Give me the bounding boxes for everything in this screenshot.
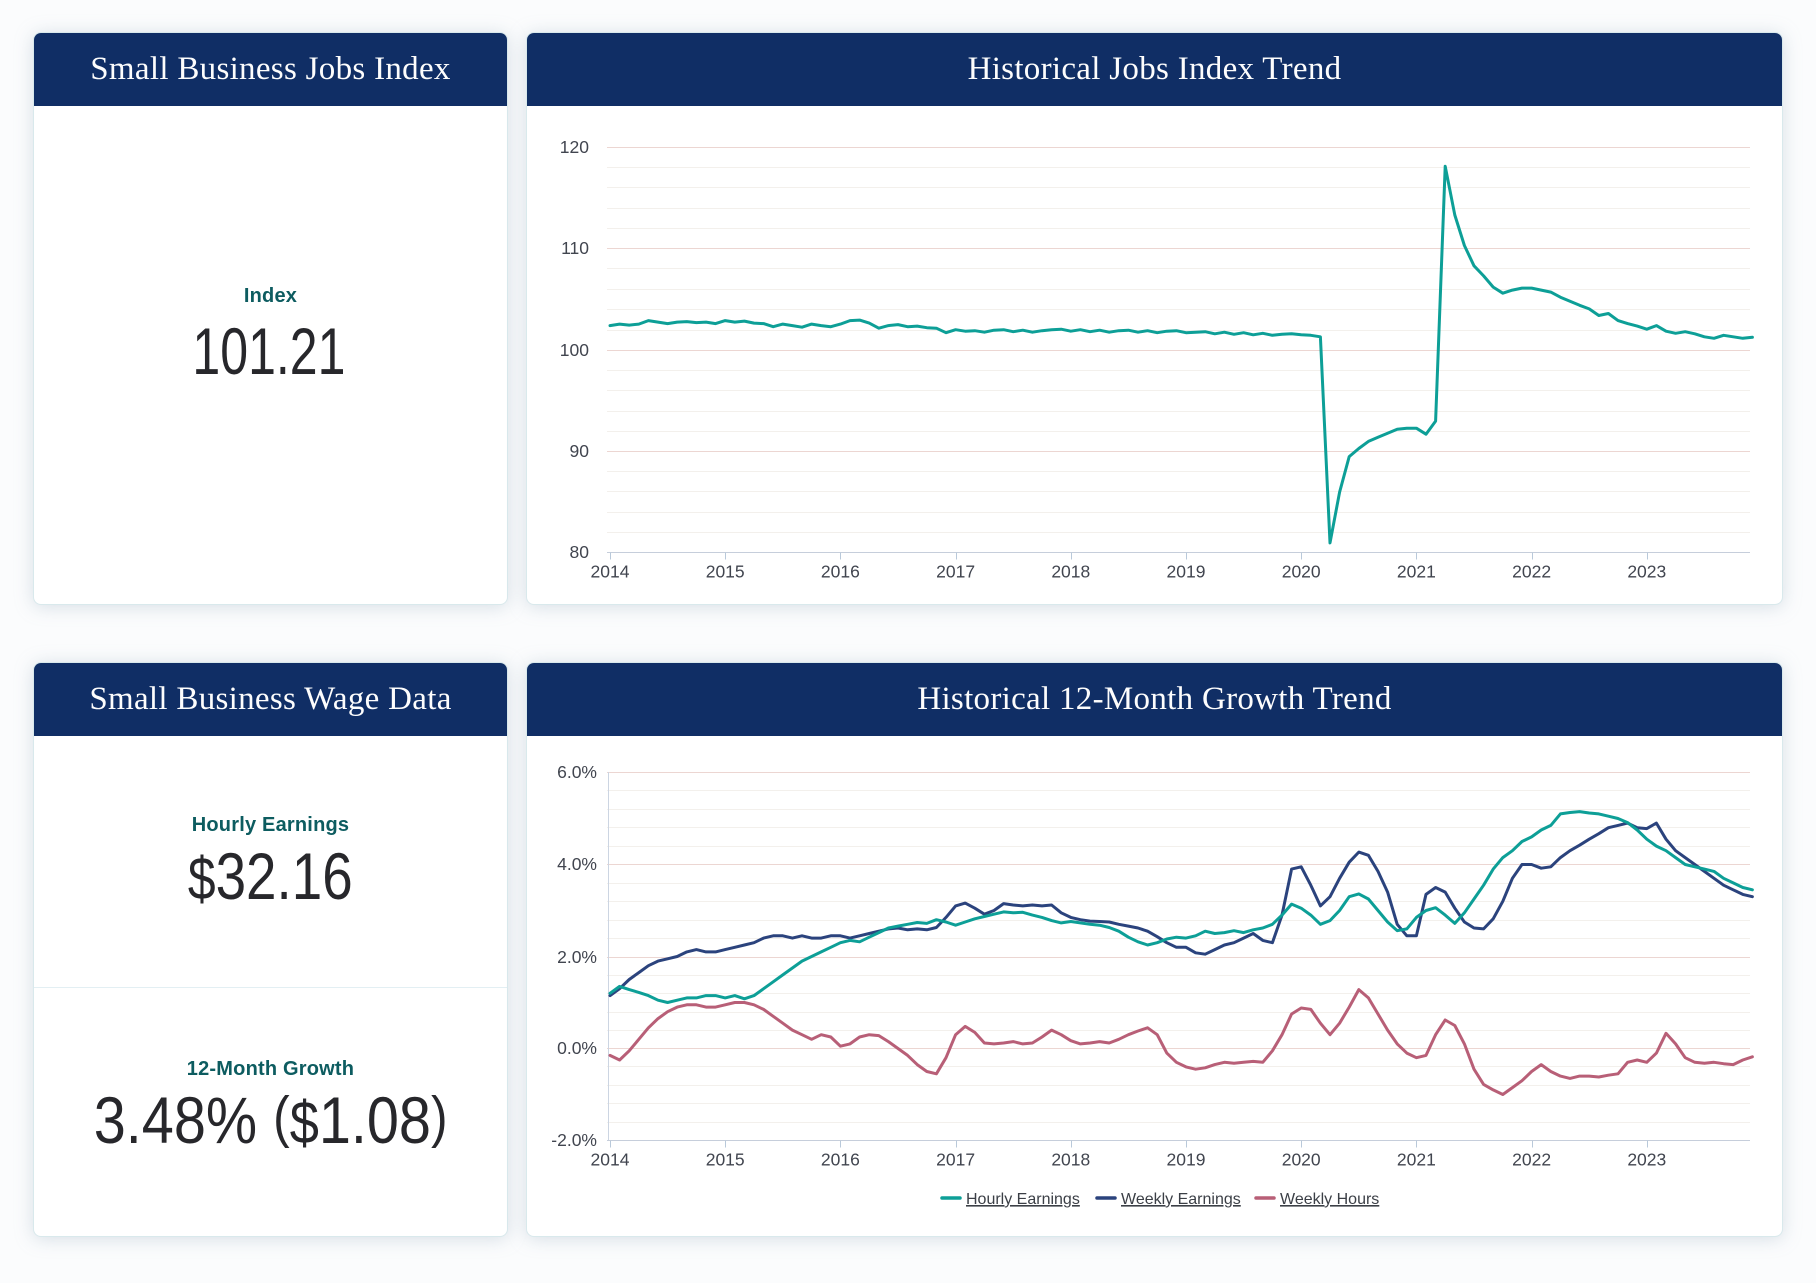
svg-text:110: 110 [561, 238, 589, 258]
svg-text:2018: 2018 [1051, 1150, 1090, 1170]
svg-text:2020: 2020 [1282, 562, 1321, 582]
svg-text:Hourly Earnings: Hourly Earnings [966, 1191, 1080, 1208]
svg-text:2015: 2015 [706, 562, 745, 582]
svg-text:2022: 2022 [1512, 1150, 1551, 1170]
svg-text:2019: 2019 [1167, 1150, 1206, 1170]
svg-text:2.0%: 2.0% [557, 947, 597, 967]
svg-text:2016: 2016 [821, 1150, 860, 1170]
svg-text:100: 100 [560, 340, 589, 360]
svg-text:2021: 2021 [1397, 1150, 1436, 1170]
svg-text:2020: 2020 [1282, 1150, 1321, 1170]
svg-text:120: 120 [560, 137, 589, 157]
svg-text:2017: 2017 [936, 1150, 975, 1170]
svg-text:2021: 2021 [1397, 562, 1436, 582]
svg-text:2022: 2022 [1512, 562, 1551, 582]
svg-text:2019: 2019 [1167, 562, 1206, 582]
svg-text:2018: 2018 [1051, 562, 1090, 582]
svg-text:Weekly Hours: Weekly Hours [1280, 1191, 1379, 1208]
svg-text:2014: 2014 [591, 1150, 630, 1170]
svg-text:2023: 2023 [1627, 562, 1666, 582]
svg-text:0.0%: 0.0% [557, 1038, 597, 1058]
svg-text:6.0%: 6.0% [557, 762, 597, 782]
svg-text:-2.0%: -2.0% [551, 1130, 597, 1150]
svg-text:2016: 2016 [821, 562, 860, 582]
svg-text:80: 80 [570, 542, 590, 562]
svg-text:90: 90 [570, 441, 590, 461]
svg-text:2015: 2015 [706, 1150, 745, 1170]
svg-text:Weekly Earnings: Weekly Earnings [1121, 1191, 1241, 1208]
svg-text:2017: 2017 [936, 562, 975, 582]
svg-text:2023: 2023 [1627, 1150, 1666, 1170]
svg-text:2014: 2014 [591, 562, 630, 582]
svg-text:4.0%: 4.0% [557, 854, 597, 874]
